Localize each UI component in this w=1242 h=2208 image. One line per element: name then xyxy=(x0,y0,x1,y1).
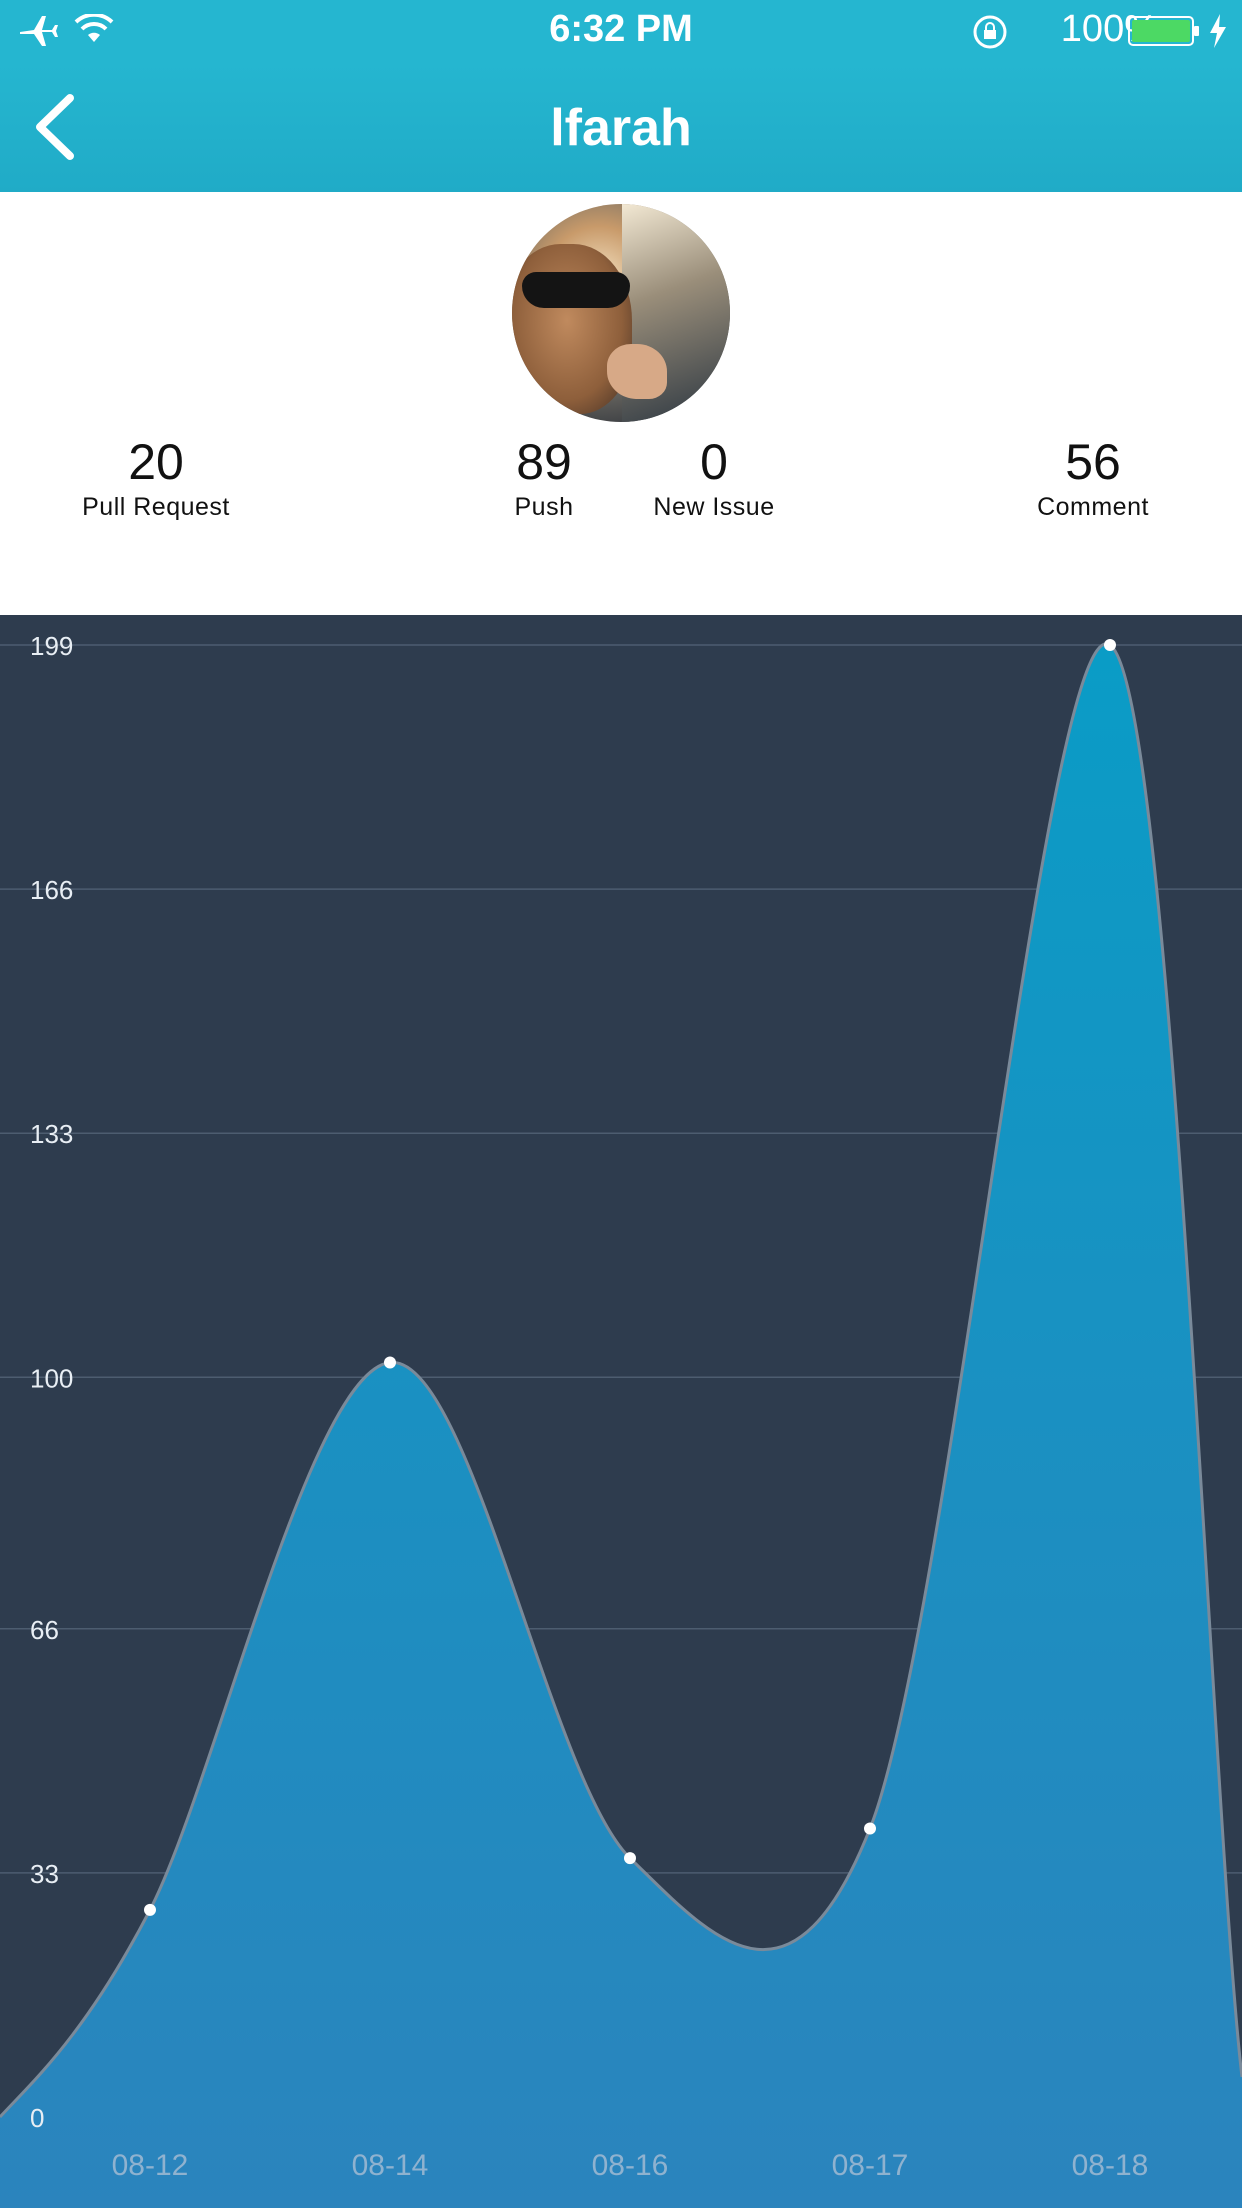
wifi-icon xyxy=(74,14,114,42)
navigation-bar: lfarah xyxy=(0,62,1242,192)
y-tick-label: 199 xyxy=(30,631,73,661)
x-tick-label: 08-17 xyxy=(832,2149,909,2182)
x-tick-label: 08-14 xyxy=(352,2149,429,2182)
data-point xyxy=(864,1822,876,1835)
data-point xyxy=(1104,639,1116,651)
stat-pull-request: 20 Pull Request xyxy=(56,432,256,522)
x-tick-label: 08-18 xyxy=(1072,2149,1149,2182)
battery-icon xyxy=(1128,16,1199,46)
data-point xyxy=(384,1356,396,1369)
stat-comment: 56 Comment xyxy=(1013,432,1173,522)
x-tick-label: 08-16 xyxy=(592,2149,669,2182)
y-tick-label: 33 xyxy=(30,1859,59,1889)
status-time: 6:32 PM xyxy=(549,8,693,50)
back-button[interactable] xyxy=(30,92,80,162)
avatar[interactable] xyxy=(512,204,730,422)
stat-push: 89 Push xyxy=(484,432,604,522)
data-point xyxy=(144,1903,156,1916)
stat-value: 0 xyxy=(700,434,728,490)
y-tick-label: 100 xyxy=(30,1363,73,1393)
airplane-icon xyxy=(20,16,58,46)
data-point xyxy=(624,1852,636,1865)
stat-label: New Issue xyxy=(653,493,775,521)
y-tick-label: 66 xyxy=(30,1615,59,1645)
page-title: lfarah xyxy=(550,99,692,157)
stat-label: Push xyxy=(514,493,574,521)
status-bar: 6:32 PM 100% xyxy=(0,0,1242,62)
x-tick-label: 08-12 xyxy=(112,2149,189,2182)
stat-new-issue: 0 New Issue xyxy=(634,432,794,522)
y-tick-label: 133 xyxy=(30,1119,73,1149)
stat-value: 20 xyxy=(128,434,184,490)
series-area xyxy=(0,643,1242,2208)
y-tick-label: 166 xyxy=(30,875,73,905)
activity-chart: 0 33 66 100 133 166 199 08-12 08-14 08-16 08-17 08… xyxy=(0,631,1242,2208)
stat-value: 89 xyxy=(516,434,572,490)
series-line xyxy=(0,642,1242,2119)
stat-value: 56 xyxy=(1065,434,1121,490)
y-tick-label: 0 xyxy=(30,2103,44,2133)
charging-icon xyxy=(1210,14,1226,48)
rotation-lock-icon xyxy=(973,15,1007,49)
stat-label: Pull Request xyxy=(82,493,230,521)
profile-header: 20 Pull Request 89 Push 0 New Issue 56 C… xyxy=(0,192,1242,615)
stat-label: Comment xyxy=(1037,493,1149,521)
